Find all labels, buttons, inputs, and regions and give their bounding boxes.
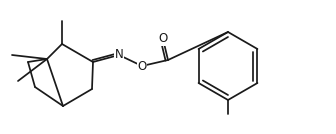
Text: N: N bbox=[115, 49, 123, 62]
Text: O: O bbox=[158, 33, 168, 46]
Text: O: O bbox=[137, 59, 146, 72]
